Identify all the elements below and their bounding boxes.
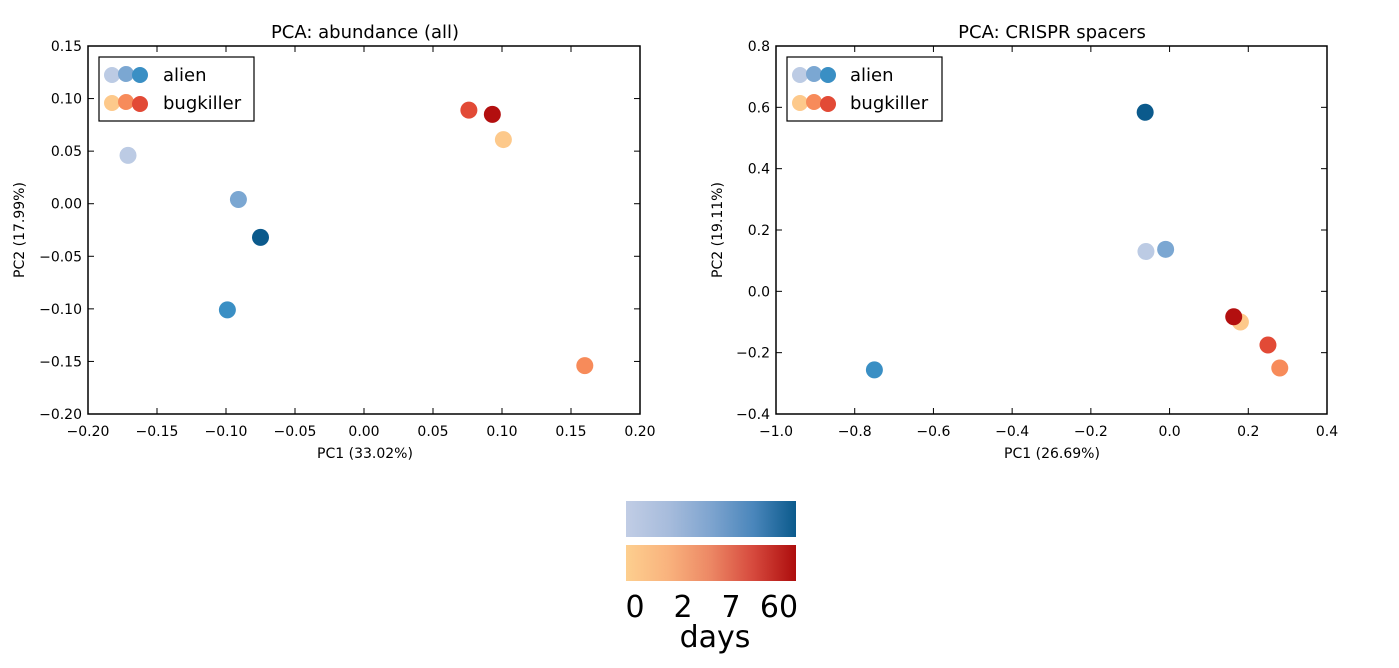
point-bugkiller-day60 <box>483 105 501 123</box>
y-tick-label: 0.2 <box>748 223 770 239</box>
point-alien-day0 <box>1137 242 1155 260</box>
y-tick-label: 0.05 <box>51 144 82 160</box>
legend-alien-marker-day7 <box>132 67 148 83</box>
x-axis-label: PC1 (33.02%) <box>317 446 413 462</box>
legend-label-alien: alien <box>163 65 207 86</box>
y-tick-label: −0.20 <box>39 407 82 423</box>
legend-label-bugkiller: bugkiller <box>163 93 242 114</box>
colorbar-bugkiller-gradient <box>626 545 796 581</box>
colorbar-tick-0: 0 <box>625 590 644 625</box>
legend-label-alien: alien <box>850 65 894 86</box>
y-tick-label: 0.00 <box>51 197 82 213</box>
y-tick-label: −0.4 <box>736 407 770 423</box>
legend: alien bugkiller <box>98 56 255 122</box>
legend-bugkiller-marker-day2 <box>806 94 822 110</box>
legend-label-bugkiller: bugkiller <box>850 93 929 114</box>
colorbar-alien-gradient <box>626 501 796 537</box>
y-tick-label: 0.10 <box>51 92 82 108</box>
point-bugkiller-day7 <box>1259 336 1277 354</box>
x-tick-label: 0.10 <box>486 424 517 440</box>
pca-crispr-panel: PCA: CRISPR spacers −1.0 −0.8 −0.6 −0.4 −0.2… <box>710 22 1338 462</box>
x-axis-label: PC1 (26.69%) <box>1004 446 1100 462</box>
point-alien-day0 <box>119 146 137 164</box>
points-layer <box>119 101 594 375</box>
point-bugkiller-day0 <box>494 131 512 149</box>
x-tick-label: −0.2 <box>1074 424 1108 440</box>
x-tick-label: 0.4 <box>1316 424 1338 440</box>
points-layer <box>865 103 1289 379</box>
x-tick-label: −0.15 <box>136 424 179 440</box>
x-tick-label: −0.4 <box>995 424 1029 440</box>
y-axis-label: PC2 (19.11%) <box>710 182 726 278</box>
y-tick-label: 0.6 <box>748 100 770 116</box>
legend: alien bugkiller <box>786 56 943 122</box>
x-tick-label: 0.0 <box>1158 424 1180 440</box>
point-alien-day2 <box>229 191 247 209</box>
y-tick-label: −0.2 <box>736 346 770 362</box>
legend-bugkiller-marker-day0 <box>792 95 808 111</box>
point-alien-day7 <box>218 301 236 319</box>
x-tick-label: 0.00 <box>348 424 379 440</box>
x-tick-label: 0.05 <box>417 424 448 440</box>
legend-bugkiller-marker-day0 <box>104 95 120 111</box>
point-bugkiller-day60 <box>1225 308 1243 326</box>
x-tick-label: 0.15 <box>555 424 586 440</box>
pca-abundance-panel: PCA: abundance (all) −0.20 −0.15 −0.10 −0.0… <box>12 22 656 462</box>
ticks-layer: −1.0 −0.8 −0.6 −0.4 −0.2 0.0 0.2 0.4 −0.4 −0.2 0.0… <box>736 39 1338 440</box>
y-tick-label: −0.15 <box>39 354 82 370</box>
point-alien-day2 <box>1157 240 1175 258</box>
y-tick-label: −0.10 <box>39 302 82 318</box>
colorbar-tick-2: 2 <box>673 590 692 625</box>
y-tick-label: −0.05 <box>39 249 82 265</box>
point-alien-day60 <box>1136 103 1154 121</box>
ticks-layer: −0.20 −0.15 −0.10 −0.05 0.00 0.05 0.10 0.15 0.20… <box>39 39 655 440</box>
colorbar-label: days <box>680 620 751 655</box>
colorbar-tick-7: 7 <box>721 590 740 625</box>
x-tick-label: −1.0 <box>759 424 793 440</box>
y-axis-label: PC2 (17.99%) <box>12 182 28 278</box>
legend-bugkiller-marker-day7 <box>820 96 836 112</box>
y-tick-label: 0.0 <box>748 284 770 300</box>
y-tick-label: 0.8 <box>748 39 770 55</box>
x-tick-label: 0.20 <box>624 424 655 440</box>
point-bugkiller-day7 <box>460 101 478 119</box>
point-alien-day60 <box>252 228 269 246</box>
legend-alien-marker-day0 <box>792 67 808 83</box>
y-tick-label: 0.15 <box>51 39 82 55</box>
x-tick-label: −0.8 <box>838 424 872 440</box>
colorbar-tick-60: 60 <box>760 590 798 625</box>
legend-bugkiller-marker-day7 <box>132 96 148 112</box>
point-bugkiller-day2 <box>576 357 594 375</box>
x-tick-label: 0.2 <box>1237 424 1259 440</box>
x-tick-label: −0.6 <box>916 424 950 440</box>
chart-title: PCA: CRISPR spacers <box>958 22 1146 43</box>
legend-alien-marker-day7 <box>820 67 836 83</box>
x-tick-label: −0.05 <box>274 424 317 440</box>
x-tick-label: −0.20 <box>67 424 110 440</box>
x-tick-label: −0.10 <box>205 424 248 440</box>
legend-alien-marker-day0 <box>104 67 120 83</box>
days-colorbar: 0 2 7 60 days <box>625 501 798 655</box>
legend-alien-marker-day2 <box>118 66 134 82</box>
chart-title: PCA: abundance (all) <box>271 22 459 43</box>
legend-bugkiller-marker-day2 <box>118 94 134 110</box>
legend-box <box>786 56 943 122</box>
legend-alien-marker-day2 <box>806 66 822 82</box>
point-bugkiller-day2 <box>1271 359 1289 377</box>
point-alien-day7 <box>865 361 883 379</box>
y-tick-label: 0.4 <box>748 162 770 178</box>
